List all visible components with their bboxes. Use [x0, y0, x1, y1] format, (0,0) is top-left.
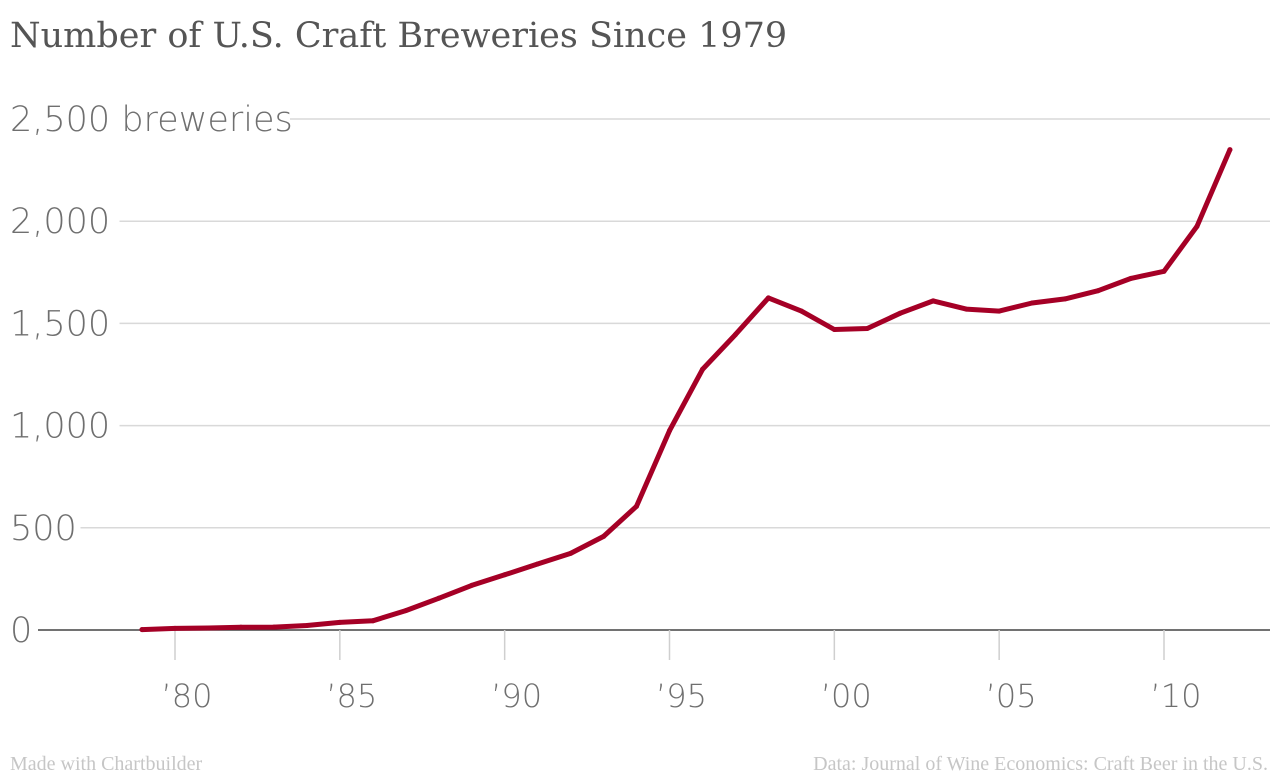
- data-point: [1095, 288, 1101, 294]
- data-point: [1161, 268, 1167, 274]
- y-tick-label: 1,500: [10, 304, 110, 344]
- data-point: [172, 625, 178, 631]
- data-point: [996, 308, 1002, 314]
- data-point: [205, 625, 211, 631]
- chart-title: Number of U.S. Craft Breweries Since 197…: [10, 16, 787, 56]
- series-line: [139, 147, 1233, 633]
- data-point: [271, 624, 277, 630]
- data-point: [304, 623, 310, 628]
- data-point: [370, 618, 376, 624]
- data-point: [667, 428, 672, 434]
- x-axis: ’80 ’85 ’90 ’95 ’00 ’05 ’10: [162, 630, 1202, 715]
- data-point: [634, 503, 639, 509]
- data-point: [930, 298, 936, 304]
- y-axis-tick-labels: 0 500 1,000 1,500 2,000 2,500 breweries: [10, 100, 293, 651]
- data-point: [798, 308, 804, 314]
- data-point: [502, 572, 508, 578]
- x-tick-label: ’85: [326, 677, 377, 715]
- data-point: [1062, 296, 1068, 302]
- x-tick-label: ’05: [986, 677, 1037, 715]
- x-tick-label: ’10: [1151, 677, 1202, 715]
- data-point: [238, 624, 244, 630]
- data-point: [469, 582, 475, 588]
- data-point: [963, 306, 969, 312]
- y-tick-label: 2,000: [10, 202, 110, 242]
- data-point: [1194, 223, 1200, 229]
- footer-credit: Made with Chartbuilder: [10, 753, 203, 775]
- data-point: [601, 533, 607, 539]
- y-tick-label: 1,000: [10, 407, 110, 447]
- footer-source: Data: Journal of Wine Economics: Craft B…: [813, 753, 1268, 775]
- data-point: [831, 327, 837, 332]
- data-point: [403, 608, 409, 614]
- x-tick-label: ’95: [656, 677, 707, 715]
- data-point: [765, 295, 771, 301]
- data-point: [897, 310, 903, 316]
- data-point: [1128, 275, 1134, 281]
- x-tick-label: ’90: [491, 677, 542, 715]
- data-point: [568, 550, 574, 556]
- x-tick-label: ’00: [821, 677, 872, 715]
- data-point: [864, 326, 870, 331]
- data-point: [732, 332, 738, 338]
- y-tick-label: 500: [10, 509, 77, 549]
- data-point: [700, 366, 705, 372]
- data-point: [1227, 147, 1233, 153]
- data-point: [139, 627, 145, 633]
- data-point: [436, 595, 442, 601]
- y-tick-label: 0: [10, 611, 32, 651]
- data-point: [535, 561, 541, 567]
- x-tick-label: ’80: [162, 677, 213, 715]
- series-layer: [139, 147, 1233, 633]
- y-tick-label: 2,500 breweries: [10, 100, 293, 140]
- data-point: [1029, 300, 1035, 306]
- data-point: [337, 619, 343, 625]
- gridlines: [38, 118, 1270, 631]
